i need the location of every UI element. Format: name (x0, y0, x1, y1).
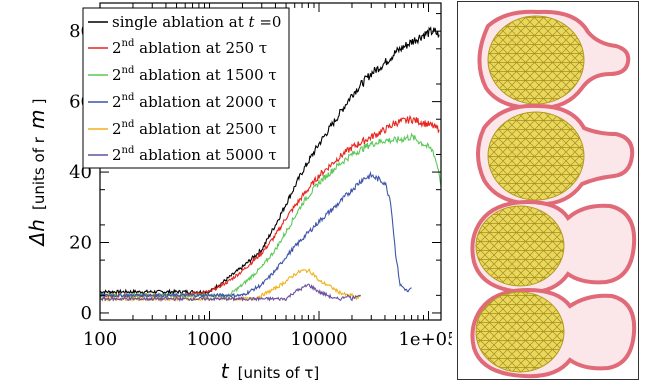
x-tick-label: 10000 (290, 329, 347, 350)
x-axis-title: t [units of τ] (221, 359, 320, 383)
y-axis-title: Δh [units of r m ] (25, 99, 49, 248)
series-line-4 (99, 170, 412, 299)
network-core (475, 205, 565, 287)
legend-label: single ablation at t =0 (112, 13, 281, 31)
legend: single ablation at t =0 2nd ablation at … (82, 7, 290, 169)
legend-entry: 2nd ablation at 1500 τ (88, 65, 277, 84)
legend-label: 2nd ablation at 2500 τ (112, 119, 277, 138)
y-tick-label: 0 (81, 303, 92, 324)
x-tick-label: 1e+05 (398, 329, 452, 350)
vesicle-figure-panel (457, 1, 639, 380)
legend-label: 2nd ablation at 250 τ (112, 38, 267, 57)
legend-entry: 2nd ablation at 2000 τ (88, 92, 277, 111)
y-tick-label: 20 (69, 233, 92, 254)
vesicle-figure (470, 199, 637, 295)
x-tick-label: 100 (83, 329, 117, 350)
legend-entry: 2nd ablation at 2500 τ (88, 119, 277, 138)
legend-label: 2nd ablation at 2000 τ (112, 92, 277, 111)
network-core (487, 15, 585, 105)
legend-label: 2nd ablation at 5000 τ (112, 145, 277, 164)
legend-box (82, 7, 290, 169)
series-line-6 (99, 283, 362, 303)
legend-label: 2nd ablation at 1500 τ (112, 65, 277, 84)
vesicle-figure (476, 103, 635, 207)
legend-entry: single ablation at t =0 (88, 13, 281, 31)
network-core (475, 291, 565, 373)
vesicle-figure (477, 9, 631, 111)
vesicle-figure (470, 287, 637, 379)
vesicle-figures (470, 9, 637, 379)
x-tick-label: 1000 (187, 329, 233, 350)
series-lines (99, 26, 442, 303)
network-core (487, 111, 585, 201)
series-line-1 (99, 26, 440, 295)
legend-entry: 2nd ablation at 250 τ (88, 38, 267, 57)
legend-entry: 2nd ablation at 5000 τ (88, 145, 277, 164)
